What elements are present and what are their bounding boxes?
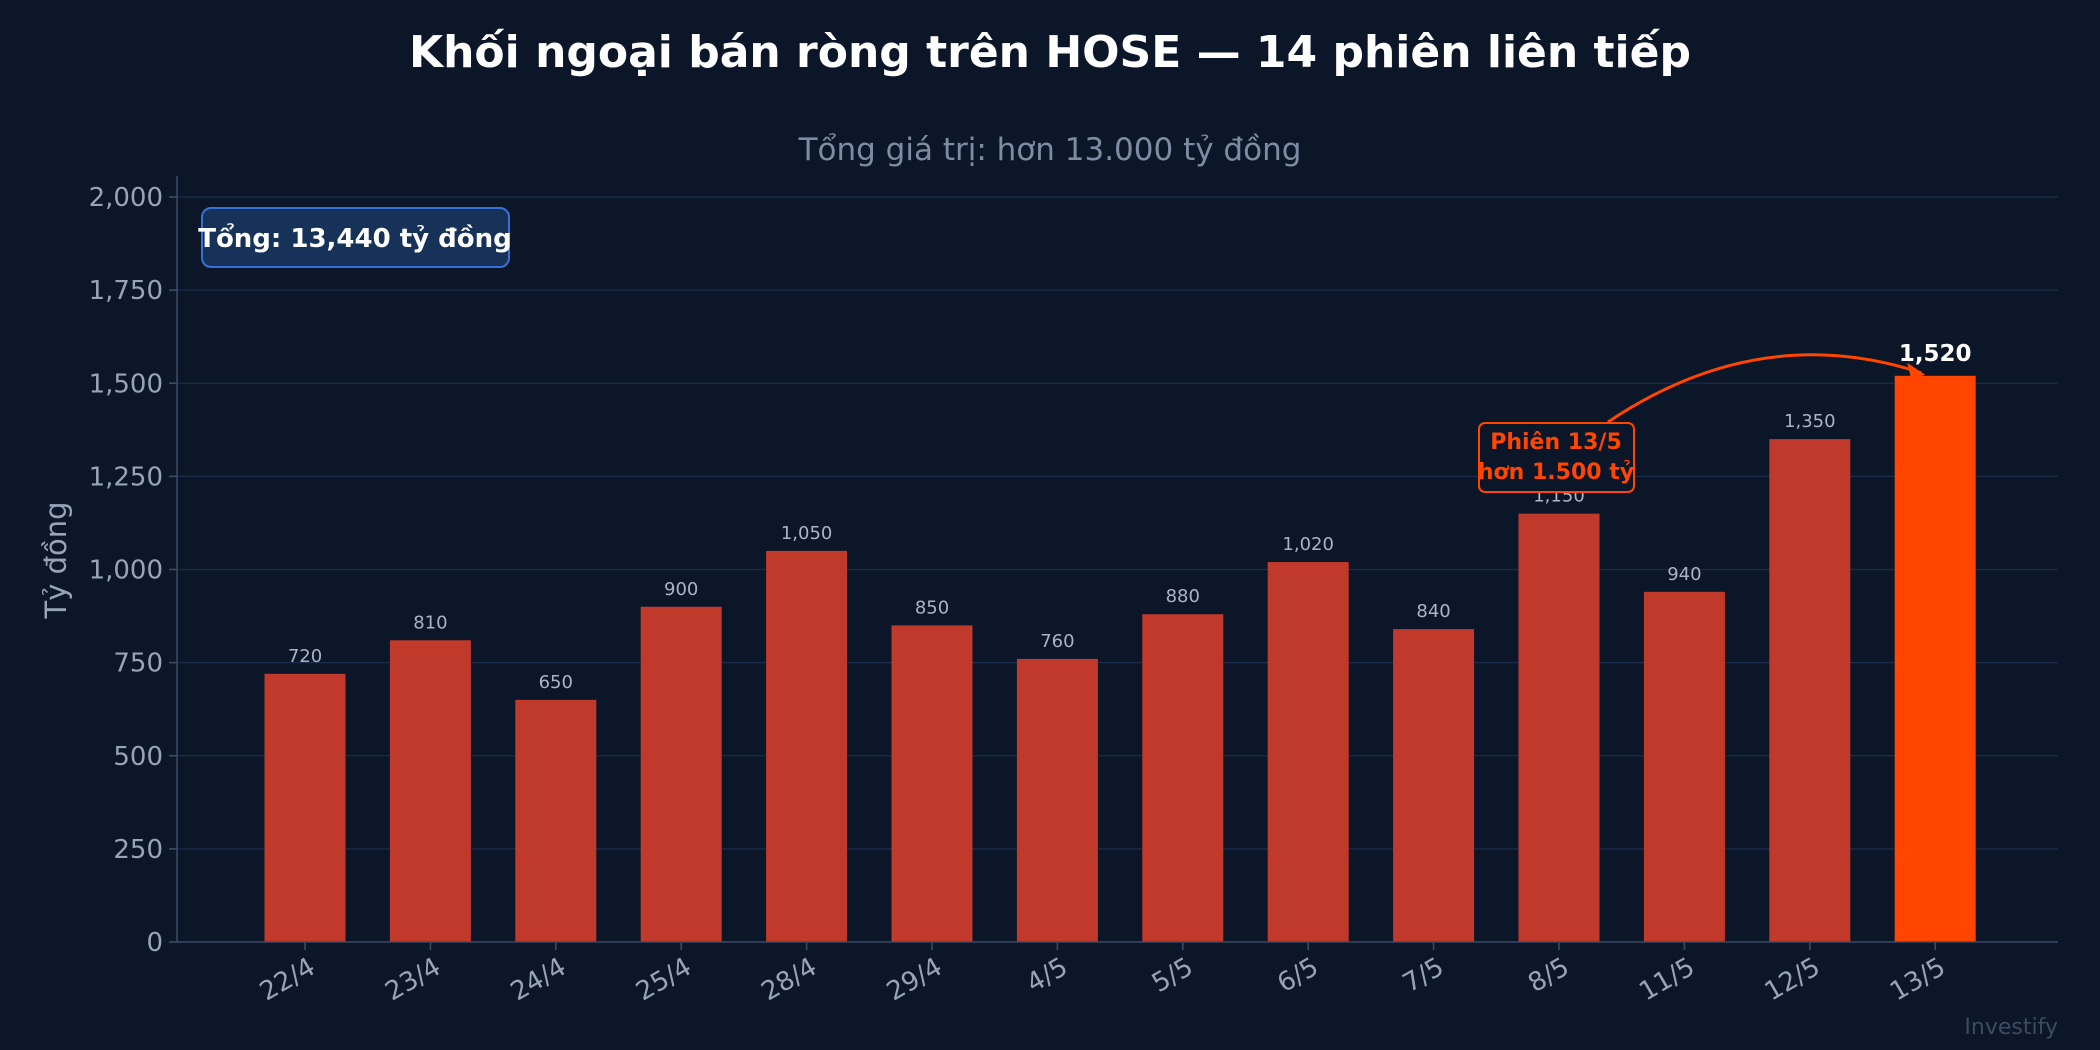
total-box-background [201,207,510,268]
x-tick-label: 11/5 [1634,952,1700,1007]
bar [1518,513,1600,942]
data-label: 1,520 [1899,341,1972,367]
bar [891,625,973,942]
bar [766,550,848,942]
x-tick-label: 13/5 [1885,952,1951,1007]
bar [1393,629,1475,942]
bar [515,699,597,942]
data-label: 760 [1040,631,1074,652]
total-box: Tổng: 13,440 tỷ đồng [198,207,512,268]
x-tick-label: 23/4 [380,952,446,1007]
x-tick-labels: 22/4 23/4 24/4 25/4 28/4 29/4 4/5 5/5 6/5 7/5 8/5 1… [255,942,1951,1007]
bar [1142,614,1224,942]
x-tick-label: 6/5 [1272,952,1323,999]
data-label: 880 [1166,586,1200,607]
bar [1643,591,1725,942]
data-label: 720 [288,646,322,667]
bar [264,673,346,942]
bar [640,606,722,942]
x-tick-label: 4/5 [1022,952,1073,999]
gridlines [177,196,2058,850]
x-tick-label: 7/5 [1398,952,1449,999]
y-tick-label: 1,250 [89,462,163,492]
data-label: 940 [1667,564,1701,585]
y-tick-label: 1,750 [89,276,163,306]
y-tick-label: 0 [146,928,163,958]
y-axis-label: Tỷ đồng [39,501,73,619]
data-label: 650 [539,672,573,693]
annotation-arrow [1607,353,1922,424]
y-tick-label: 750 [113,649,163,679]
x-tick-label: 29/4 [882,952,948,1007]
x-tick-label: 8/5 [1523,952,1574,999]
y-tick-labels: 0 250 500 750 1,000 1,250 1,500 1,750 2,000 [89,183,177,958]
bar [1016,658,1098,942]
x-tick-label: 22/4 [255,952,321,1007]
annotation: Phiên 13/5 hơn 1.500 tỷ [1478,353,1926,493]
x-tick-label: 28/4 [757,952,823,1007]
data-label: 810 [413,612,447,633]
data-label: 1,020 [1282,534,1334,555]
y-tick-label: 1,000 [89,556,163,586]
y-tick-label: 2,000 [89,183,163,213]
bar-highlight [1894,375,1976,942]
x-tick-label: 25/4 [631,952,697,1007]
chart-subtitle: Tổng giá trị: hơn 13.000 tỷ đồng [798,132,1302,168]
watermark: Investify [1964,1015,2058,1040]
data-labels: 7208106509001,0508507608801,0208401,1509… [288,341,1972,693]
data-label: 840 [1416,601,1450,622]
axes [176,176,2058,943]
annotation-line-2: hơn 1.500 tỷ [1478,460,1634,485]
total-box-text: Tổng: 13,440 tỷ đồng [198,221,512,254]
bars [264,375,1976,942]
x-tick-label: 12/5 [1760,952,1826,1007]
data-label: 1,350 [1784,411,1836,432]
bar [1769,439,1851,942]
data-label: 1,050 [781,523,833,544]
data-label: 900 [664,579,698,600]
bar [389,640,471,942]
annotation-box [1478,422,1635,493]
data-label: 850 [915,597,949,618]
x-tick-label: 24/4 [506,952,572,1007]
y-tick-label: 1,500 [89,369,163,399]
annotation-arrowhead [1907,362,1926,379]
bar [1267,562,1349,942]
annotation-line-1: Phiên 13/5 [1490,430,1622,455]
chart-title: Khối ngoại bán ròng trên HOSE — 14 phiên… [409,27,1691,78]
x-tick-label: 5/5 [1147,952,1198,999]
y-tick-label: 250 [113,835,163,865]
y-tick-label: 500 [113,742,163,772]
